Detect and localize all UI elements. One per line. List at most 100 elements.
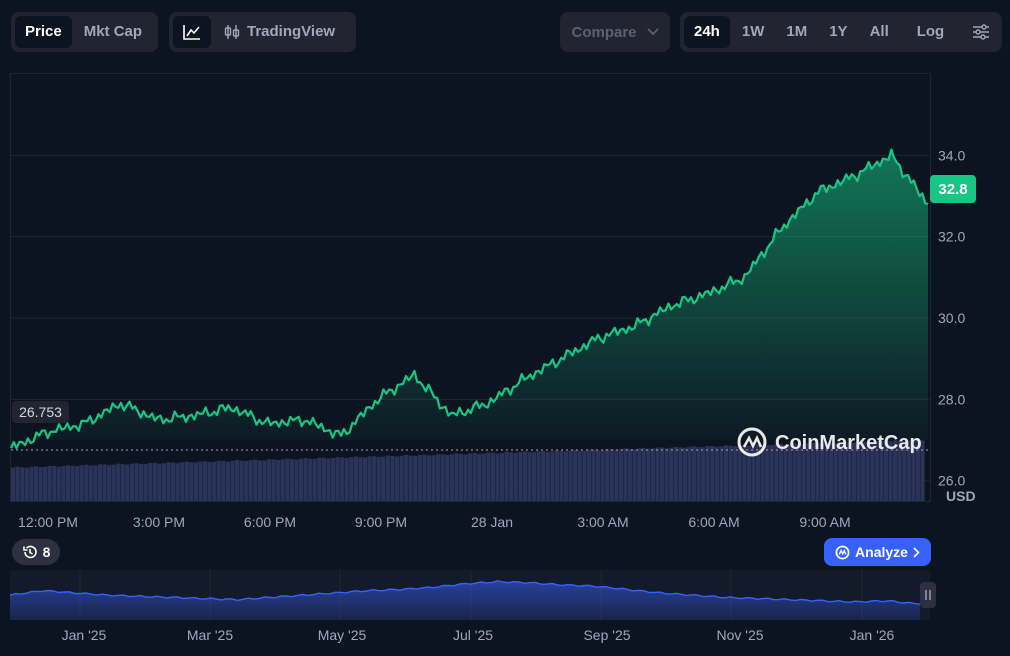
volume-bar: [605, 448, 610, 501]
volume-bar: [499, 452, 505, 501]
volume-bar: [481, 453, 486, 501]
tab-price[interactable]: Price: [15, 16, 72, 48]
volume-bar: [449, 454, 454, 501]
volume-bar: [239, 460, 244, 501]
volume-bar: [874, 440, 879, 501]
volume-bar: [774, 443, 779, 501]
volume-bar: [477, 453, 482, 501]
navigator-label: Jan '26: [850, 627, 895, 643]
volume-bar: [198, 461, 203, 501]
volume-bar: [65, 465, 71, 501]
volume-bar: [751, 445, 756, 501]
open-price-badge: 26.753: [12, 401, 69, 423]
volume-bar: [458, 453, 464, 501]
volume-bar: [851, 442, 857, 501]
volume-bar: [797, 443, 802, 501]
tab-mkt-cap[interactable]: Mkt Cap: [83, 23, 143, 40]
price-area-fill: [11, 149, 928, 449]
volume-bar: [312, 458, 317, 501]
navigator-label: Jan '25: [62, 627, 107, 643]
volume-bar: [490, 452, 496, 501]
volume-bar: [38, 467, 43, 501]
volume-bar: [838, 442, 843, 501]
navigator-area: [10, 580, 920, 620]
volume-bar: [682, 447, 687, 501]
volume-bar: [426, 455, 432, 501]
volume-bar: [170, 462, 176, 501]
volume-bar: [577, 450, 582, 501]
volume-bar: [463, 454, 468, 501]
volume-bar: [522, 451, 528, 501]
log-scale-button[interactable]: Log: [916, 23, 945, 40]
volume-bar: [454, 453, 459, 501]
price-chart[interactable]: 34.0 32.0 30.0 28.0 26.0 USD 12:00 PM 3:00 PM…: [0, 0, 1010, 540]
volume-bar: [778, 444, 783, 501]
range-1y[interactable]: 1Y: [829, 23, 848, 40]
volume-bar: [367, 456, 372, 501]
history-button[interactable]: 8: [12, 539, 60, 565]
settings-button[interactable]: [962, 16, 1000, 48]
tradingview-button[interactable]: TradingView: [213, 16, 345, 48]
volume-bar: [353, 456, 358, 501]
plot-frame: [10, 73, 931, 502]
volume-bar: [687, 446, 692, 501]
volume-bar: [70, 465, 75, 501]
volume-bar: [902, 441, 907, 501]
metric-toggle: Price Mkt Cap: [11, 12, 158, 52]
volume-bar: [673, 446, 678, 501]
line-chart-button[interactable]: [173, 16, 211, 48]
volume-bar: [573, 449, 578, 501]
range-24h[interactable]: 24h: [684, 16, 730, 48]
volume-bar: [595, 450, 601, 501]
volume-bar: [193, 462, 198, 501]
range-1w[interactable]: 1W: [741, 23, 765, 40]
range-1m[interactable]: 1M: [786, 23, 808, 40]
volume-bar: [865, 441, 870, 501]
volume-bar: [120, 464, 125, 501]
volume-bar: [637, 448, 642, 501]
navigator-handle[interactable]: [920, 582, 936, 608]
volume-bar: [568, 450, 573, 501]
volume-bar: [765, 445, 770, 501]
coinmarketcap-logo: CoinMarketCap: [737, 427, 922, 457]
x-tick-label: 6:00 PM: [244, 514, 296, 530]
chart-type-toggle: TradingView: [169, 12, 356, 52]
volume-bar: [787, 444, 793, 501]
volume-bar: [518, 452, 523, 501]
volume-bar: [88, 465, 93, 501]
volume-bar: [906, 440, 911, 501]
volume-bar: [842, 441, 847, 501]
volume-bar: [321, 457, 326, 501]
volume-bar: [810, 442, 815, 501]
volume-bar: [413, 455, 418, 501]
volume-bar: [760, 444, 765, 501]
volume-bar: [897, 440, 902, 501]
volume-bar: [404, 454, 409, 501]
y-unit-label: USD: [946, 488, 976, 504]
volume-bar: [97, 464, 102, 501]
volume-bar: [47, 465, 52, 501]
y-tick-label: 26.0: [938, 473, 965, 489]
volume-bar: [819, 443, 825, 501]
volume-bar: [440, 454, 445, 501]
compare-dropdown[interactable]: Compare: [560, 12, 670, 52]
volume-bar: [84, 464, 89, 501]
volume-bar: [207, 461, 212, 501]
volume-bar: [266, 459, 272, 501]
analyze-button[interactable]: Analyze: [824, 538, 931, 566]
volume-bar: [714, 446, 719, 501]
volume-bar: [550, 451, 555, 501]
volume-bar: [563, 451, 569, 501]
volume-bar: [769, 444, 774, 501]
volume-bar: [641, 447, 646, 501]
volume-bar: [650, 448, 655, 501]
range-all[interactable]: All: [869, 23, 889, 40]
volume-bar: [175, 463, 180, 501]
line-chart-icon: [183, 25, 200, 40]
navigator-label: Sep '25: [583, 627, 630, 643]
volume-bar: [879, 440, 884, 501]
volume-bar: [399, 455, 404, 501]
volume-bar: [472, 452, 477, 501]
volume-bar: [815, 443, 820, 501]
range-navigator[interactable]: Jan '25 Mar '25 May '25 Jul '25 Sep '25 Nov '…: [0, 566, 1010, 656]
